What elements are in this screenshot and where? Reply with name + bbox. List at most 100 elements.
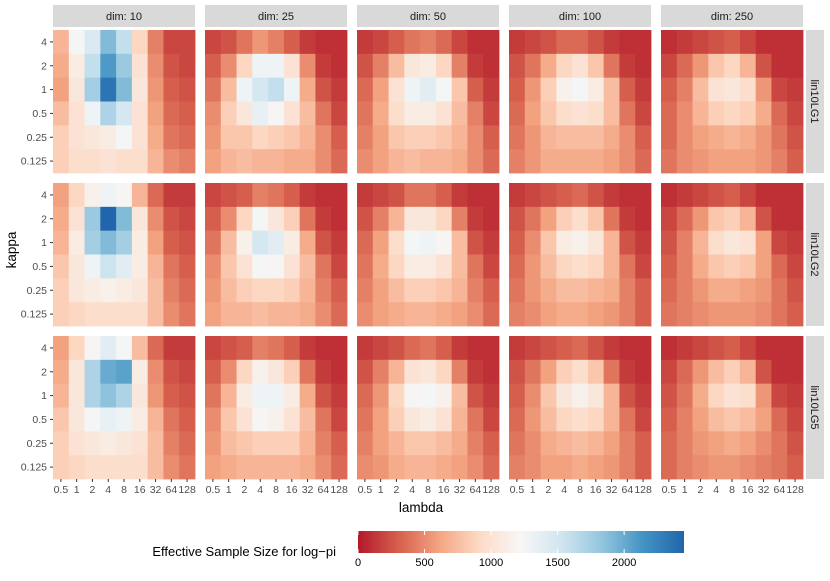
heatmap-tile bbox=[771, 278, 788, 303]
heatmap-tile bbox=[587, 230, 605, 255]
heatmap-tile bbox=[357, 455, 374, 480]
heatmap-tile bbox=[315, 383, 332, 408]
heatmap-tile bbox=[603, 53, 620, 79]
heatmap-tile bbox=[435, 206, 453, 232]
heatmap-tile bbox=[404, 407, 421, 432]
heatmap-tile bbox=[163, 383, 180, 408]
heatmap-tile bbox=[467, 30, 484, 55]
heatmap-tile bbox=[787, 149, 804, 174]
heatmap-tile bbox=[467, 77, 484, 102]
panel-lin10LG2-dim25 bbox=[205, 183, 348, 327]
heatmap-tile bbox=[771, 30, 788, 55]
heatmap-tile bbox=[116, 336, 133, 361]
heatmap-tile bbox=[220, 206, 237, 232]
column-strip bbox=[205, 5, 347, 27]
heatmap-tile bbox=[787, 278, 804, 303]
heatmap-tile bbox=[331, 431, 348, 456]
heatmap-tile bbox=[357, 336, 374, 361]
heatmap-tile bbox=[220, 77, 237, 102]
heatmap-tile bbox=[435, 149, 453, 174]
heatmap-tile bbox=[131, 125, 149, 150]
heatmap-tile bbox=[708, 230, 725, 255]
heatmap-tile bbox=[692, 431, 709, 456]
heatmap-tile bbox=[179, 254, 196, 279]
heatmap-tile bbox=[236, 230, 253, 255]
heatmap-tile bbox=[283, 407, 301, 432]
heatmap-tile bbox=[84, 302, 101, 327]
heatmap-tile bbox=[467, 101, 484, 126]
heatmap-tile bbox=[331, 407, 348, 432]
heatmap-tile bbox=[435, 359, 453, 385]
heatmap-tile bbox=[299, 455, 316, 480]
heatmap-tile bbox=[661, 254, 678, 279]
heatmap-tile bbox=[420, 254, 437, 279]
y-tick-label: 0.25 bbox=[27, 438, 48, 450]
heatmap-tile bbox=[572, 278, 589, 303]
heatmap-tile bbox=[147, 336, 164, 361]
heatmap-tile bbox=[147, 206, 164, 232]
heatmap-tile bbox=[724, 336, 741, 361]
heatmap-tile bbox=[509, 254, 526, 279]
heatmap-tile bbox=[147, 302, 164, 327]
heatmap-tile bbox=[435, 101, 453, 126]
heatmap-tile bbox=[179, 53, 196, 79]
y-tick-label: 2 bbox=[41, 213, 47, 225]
heatmap-tile bbox=[661, 30, 678, 55]
heatmap-tile bbox=[708, 383, 725, 408]
heatmap-tile bbox=[483, 455, 500, 480]
heatmap-tile bbox=[179, 77, 196, 102]
heatmap-tile bbox=[619, 149, 636, 174]
heatmap-tile bbox=[252, 77, 269, 102]
heatmap-tile bbox=[116, 302, 133, 327]
heatmap-tile bbox=[404, 149, 421, 174]
heatmap-tile bbox=[220, 455, 237, 480]
x-tick-label: 32 bbox=[606, 484, 618, 496]
heatmap-tile bbox=[283, 77, 301, 102]
heatmap-tile bbox=[524, 30, 541, 55]
heatmap-tile bbox=[404, 359, 421, 385]
heatmap-tile bbox=[100, 431, 117, 456]
heatmap-tile bbox=[205, 101, 222, 126]
heatmap-tile bbox=[205, 278, 222, 303]
heatmap-tile bbox=[587, 302, 605, 327]
heatmap-tile bbox=[283, 278, 301, 303]
heatmap-tile bbox=[603, 230, 620, 255]
heatmap-tile bbox=[100, 336, 117, 361]
heatmap-tile bbox=[163, 30, 180, 55]
heatmap-tile bbox=[540, 53, 557, 79]
x-tick-label: 1 bbox=[530, 484, 536, 496]
heatmap-tile bbox=[163, 359, 180, 385]
heatmap-tile bbox=[268, 101, 285, 126]
x-tick-label: 128 bbox=[178, 484, 196, 496]
heatmap-tile bbox=[509, 302, 526, 327]
heatmap-tile bbox=[236, 125, 253, 150]
heatmap-tile bbox=[435, 407, 453, 432]
heatmap-tile bbox=[787, 206, 804, 232]
heatmap-tile bbox=[619, 77, 636, 102]
heatmap-tile bbox=[635, 278, 652, 303]
y-tick-label: 0.25 bbox=[27, 132, 48, 144]
heatmap-tile bbox=[540, 183, 557, 208]
heatmap-tile bbox=[404, 336, 421, 361]
heatmap-tile bbox=[283, 206, 301, 232]
heatmap-tile bbox=[451, 336, 468, 361]
heatmap-tile bbox=[572, 125, 589, 150]
heatmap-tile bbox=[68, 302, 85, 327]
heatmap-tile bbox=[635, 431, 652, 456]
heatmap-tile bbox=[252, 125, 269, 150]
heatmap-tile bbox=[268, 359, 285, 385]
heatmap-tile bbox=[524, 101, 541, 126]
heatmap-tile bbox=[147, 53, 164, 79]
heatmap-tile bbox=[315, 206, 332, 232]
panel-lin10LG5-dim250 bbox=[661, 336, 804, 480]
heatmap-tile bbox=[372, 30, 389, 55]
heatmap-tile bbox=[619, 431, 636, 456]
heatmap-tile bbox=[53, 77, 70, 102]
heatmap-tile bbox=[524, 383, 541, 408]
x-tick-label: 4 bbox=[713, 484, 719, 496]
y-tick-label: 0.125 bbox=[21, 462, 47, 474]
heatmap-tile bbox=[483, 278, 500, 303]
heatmap-tile bbox=[53, 254, 70, 279]
heatmap-tile bbox=[635, 183, 652, 208]
heatmap-tile bbox=[388, 125, 405, 150]
